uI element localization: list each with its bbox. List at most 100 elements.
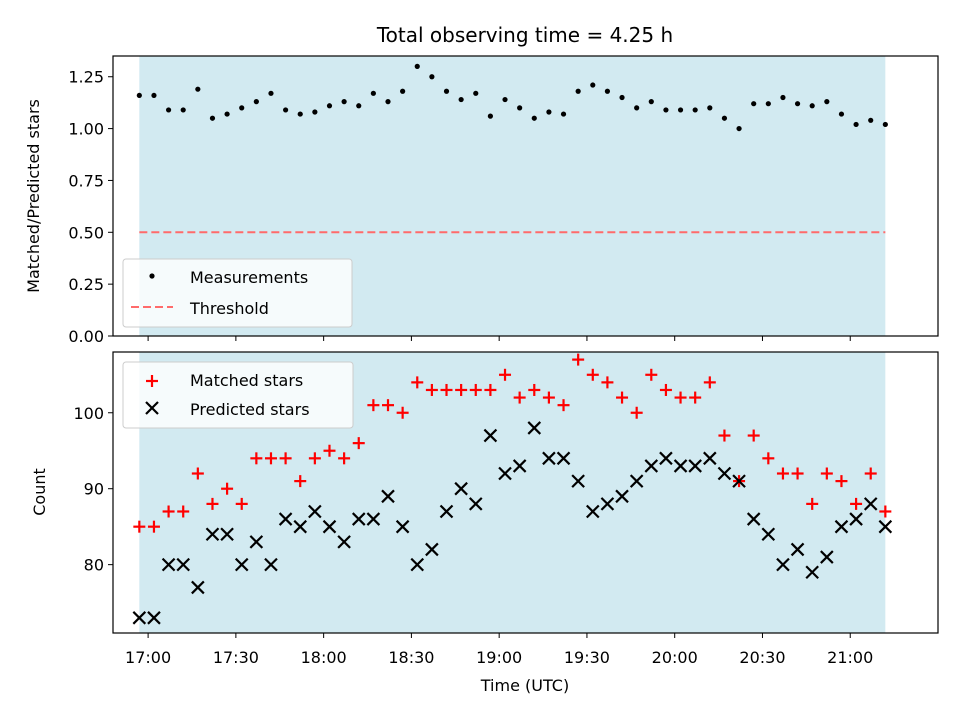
y-tick-label: 90 bbox=[84, 480, 104, 499]
matched-star-point bbox=[864, 467, 877, 480]
top-panel: Total observing time = 4.25 h 0.000.250.… bbox=[24, 23, 939, 346]
predicted-star-point bbox=[483, 428, 498, 443]
bottom-legend-box bbox=[122, 361, 354, 429]
predicted-star-point bbox=[820, 550, 834, 564]
predicted-star-point bbox=[512, 459, 527, 473]
predicted-star-point bbox=[615, 489, 629, 504]
top-y-axis-label: Matched/Predicted stars bbox=[24, 99, 43, 293]
measurement-point bbox=[356, 103, 362, 109]
predicted-star-point bbox=[629, 474, 644, 488]
predicted-star-point bbox=[191, 580, 205, 595]
matched-star-point bbox=[542, 391, 555, 404]
predicted-star-point bbox=[878, 519, 893, 534]
measurement-point bbox=[458, 96, 464, 103]
measurement-point bbox=[604, 88, 611, 94]
predicted-star-point bbox=[381, 489, 395, 504]
predicted-star-point bbox=[147, 611, 161, 625]
matched-star-point bbox=[557, 399, 570, 412]
x-tick-label: 17:30 bbox=[213, 648, 259, 667]
matched-star-point bbox=[133, 520, 146, 533]
legend-label-matched-stars: Matched stars bbox=[190, 371, 303, 390]
bottom-series bbox=[132, 353, 893, 625]
x-tick-label: 20:00 bbox=[652, 648, 698, 667]
predicted-star-point bbox=[264, 557, 278, 572]
matched-star-point bbox=[806, 497, 819, 510]
matched-star-point bbox=[382, 399, 394, 412]
measurement-point bbox=[239, 105, 245, 111]
predicted-star-point bbox=[366, 512, 381, 526]
predicted-star-point bbox=[351, 512, 366, 526]
measurement-point bbox=[677, 107, 684, 113]
predicted-star-point bbox=[863, 497, 878, 511]
measurement-point bbox=[414, 63, 420, 69]
measurement-point bbox=[634, 105, 640, 111]
predicted-star-point bbox=[834, 519, 849, 534]
measurement-point bbox=[209, 115, 216, 121]
matched-star-point bbox=[264, 452, 277, 465]
measurement-point bbox=[824, 99, 830, 105]
matched-star-point bbox=[338, 452, 351, 465]
top-y-axis: 0.00 0.25 0.50 0.75 1.00 1.25 bbox=[68, 68, 113, 346]
matched-star-point bbox=[367, 399, 380, 412]
predicted-star-point bbox=[293, 519, 308, 534]
y-tick-label: 100 bbox=[73, 404, 104, 423]
measurement-point bbox=[794, 101, 801, 107]
top-series bbox=[136, 63, 888, 234]
matched-star-point bbox=[659, 383, 672, 396]
predicted-star-point bbox=[644, 459, 659, 473]
matched-star-point bbox=[191, 467, 204, 480]
y-tick-label: 0.00 bbox=[68, 327, 104, 346]
measurement-point bbox=[736, 125, 742, 132]
x-tick-label: 19:00 bbox=[476, 648, 522, 667]
predicted-star-point bbox=[688, 459, 702, 473]
predicted-star-point bbox=[468, 497, 483, 511]
matched-star-point bbox=[308, 452, 321, 465]
matched-star-point bbox=[440, 383, 453, 396]
predicted-star-point bbox=[761, 527, 776, 542]
matched-star-point bbox=[484, 383, 497, 396]
predicted-star-point bbox=[439, 504, 454, 519]
matched-star-point bbox=[791, 467, 804, 480]
matched-star-point bbox=[586, 368, 599, 381]
bottom-x-axis: 17:00 17:30 18:00 18:30 19:00 19:30 20:00 20:30… bbox=[125, 633, 873, 667]
matched-star-point bbox=[323, 444, 336, 457]
predicted-star-point bbox=[176, 557, 190, 572]
top-legend-box bbox=[122, 258, 353, 328]
matched-star-point bbox=[250, 452, 263, 465]
matched-star-point bbox=[601, 376, 614, 389]
matched-star-point bbox=[469, 383, 482, 396]
top-axes-frame bbox=[112, 55, 939, 337]
legend-marker-matched-stars bbox=[146, 375, 158, 387]
measurement-point bbox=[619, 94, 625, 101]
measurement-point bbox=[312, 109, 318, 115]
matched-star-point bbox=[235, 497, 248, 510]
legend-label-measurements: Measurements bbox=[190, 268, 308, 287]
bottom-y-axis-label: Count bbox=[30, 468, 49, 516]
measurement-point bbox=[707, 105, 713, 111]
x-tick-label: 20:30 bbox=[739, 648, 785, 667]
measurement-point bbox=[268, 90, 274, 96]
predicted-star-point bbox=[161, 557, 176, 572]
measurement-point bbox=[297, 111, 303, 117]
matched-star-point bbox=[689, 391, 702, 404]
matched-star-point bbox=[279, 452, 292, 465]
predicted-star-point bbox=[527, 421, 542, 435]
measurement-point bbox=[341, 99, 347, 105]
legend-marker-measurements bbox=[149, 273, 155, 279]
x-axis-label: Time (UTC) bbox=[480, 676, 569, 695]
measurement-point bbox=[283, 107, 289, 113]
measurement-point bbox=[868, 117, 874, 123]
predicted-star-point bbox=[454, 481, 468, 496]
matched-star-point bbox=[177, 505, 190, 518]
predicted-star-point bbox=[220, 527, 234, 542]
top-x-axis bbox=[147, 336, 851, 341]
measurement-point bbox=[853, 121, 859, 128]
matched-star-point bbox=[513, 391, 526, 404]
matched-star-point bbox=[572, 353, 585, 366]
matched-star-point bbox=[645, 368, 658, 381]
predicted-star-point bbox=[425, 542, 439, 557]
bottom-legend: Matched stars Predicted stars bbox=[122, 361, 354, 429]
matched-star-point bbox=[703, 376, 716, 389]
matched-star-point bbox=[455, 383, 468, 396]
